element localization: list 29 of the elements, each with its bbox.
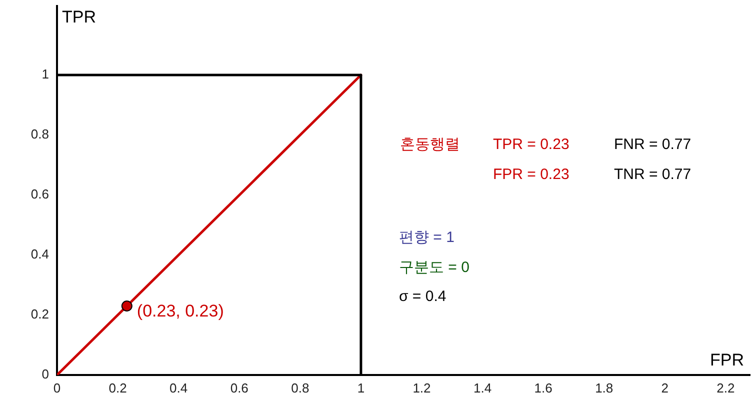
x-tick-label: 0.6 xyxy=(230,380,248,396)
x-tick-label: 1.8 xyxy=(595,380,614,396)
annotation: (0.23, 0.23) xyxy=(136,302,224,321)
annotation: 혼동행렬 xyxy=(400,136,460,154)
y-tick-label: 0.6 xyxy=(30,186,49,202)
annotation: σ = 0.4 xyxy=(399,288,446,306)
x-axis-title: FPR xyxy=(710,350,744,370)
annotation: 구분도 = 0 xyxy=(399,259,470,276)
x-tick-label: 2 xyxy=(661,380,669,396)
annotation: TPR = 0.23 xyxy=(493,136,570,154)
annotation: TNR = 0.77 xyxy=(614,166,692,184)
y-tick-label: 1 xyxy=(42,66,49,82)
x-tick-label: 0 xyxy=(53,380,61,396)
annotation: FPR = 0.23 xyxy=(493,166,570,184)
y-tick-label: 0.2 xyxy=(30,306,49,322)
x-tick-label: 0.2 xyxy=(108,380,127,396)
y-axis-title: TPR xyxy=(62,8,96,27)
x-tick-label: 2.2 xyxy=(716,380,735,396)
y-tick-label: 0 xyxy=(42,366,49,382)
x-tick-label: 0.4 xyxy=(170,380,188,396)
x-tick-label: 1 xyxy=(357,380,365,396)
x-tick-label: 1.2 xyxy=(412,380,431,396)
x-tick-label: 0.8 xyxy=(291,380,310,396)
y-tick-label: 0.4 xyxy=(30,246,49,262)
annotation: FNR = 0.77 xyxy=(614,136,692,154)
x-tick-label: 1.6 xyxy=(534,380,552,396)
y-tick-label: 0.8 xyxy=(30,126,49,142)
x-tick-label: 1.4 xyxy=(473,380,492,396)
annotation: 편향 = 1 xyxy=(399,229,454,246)
